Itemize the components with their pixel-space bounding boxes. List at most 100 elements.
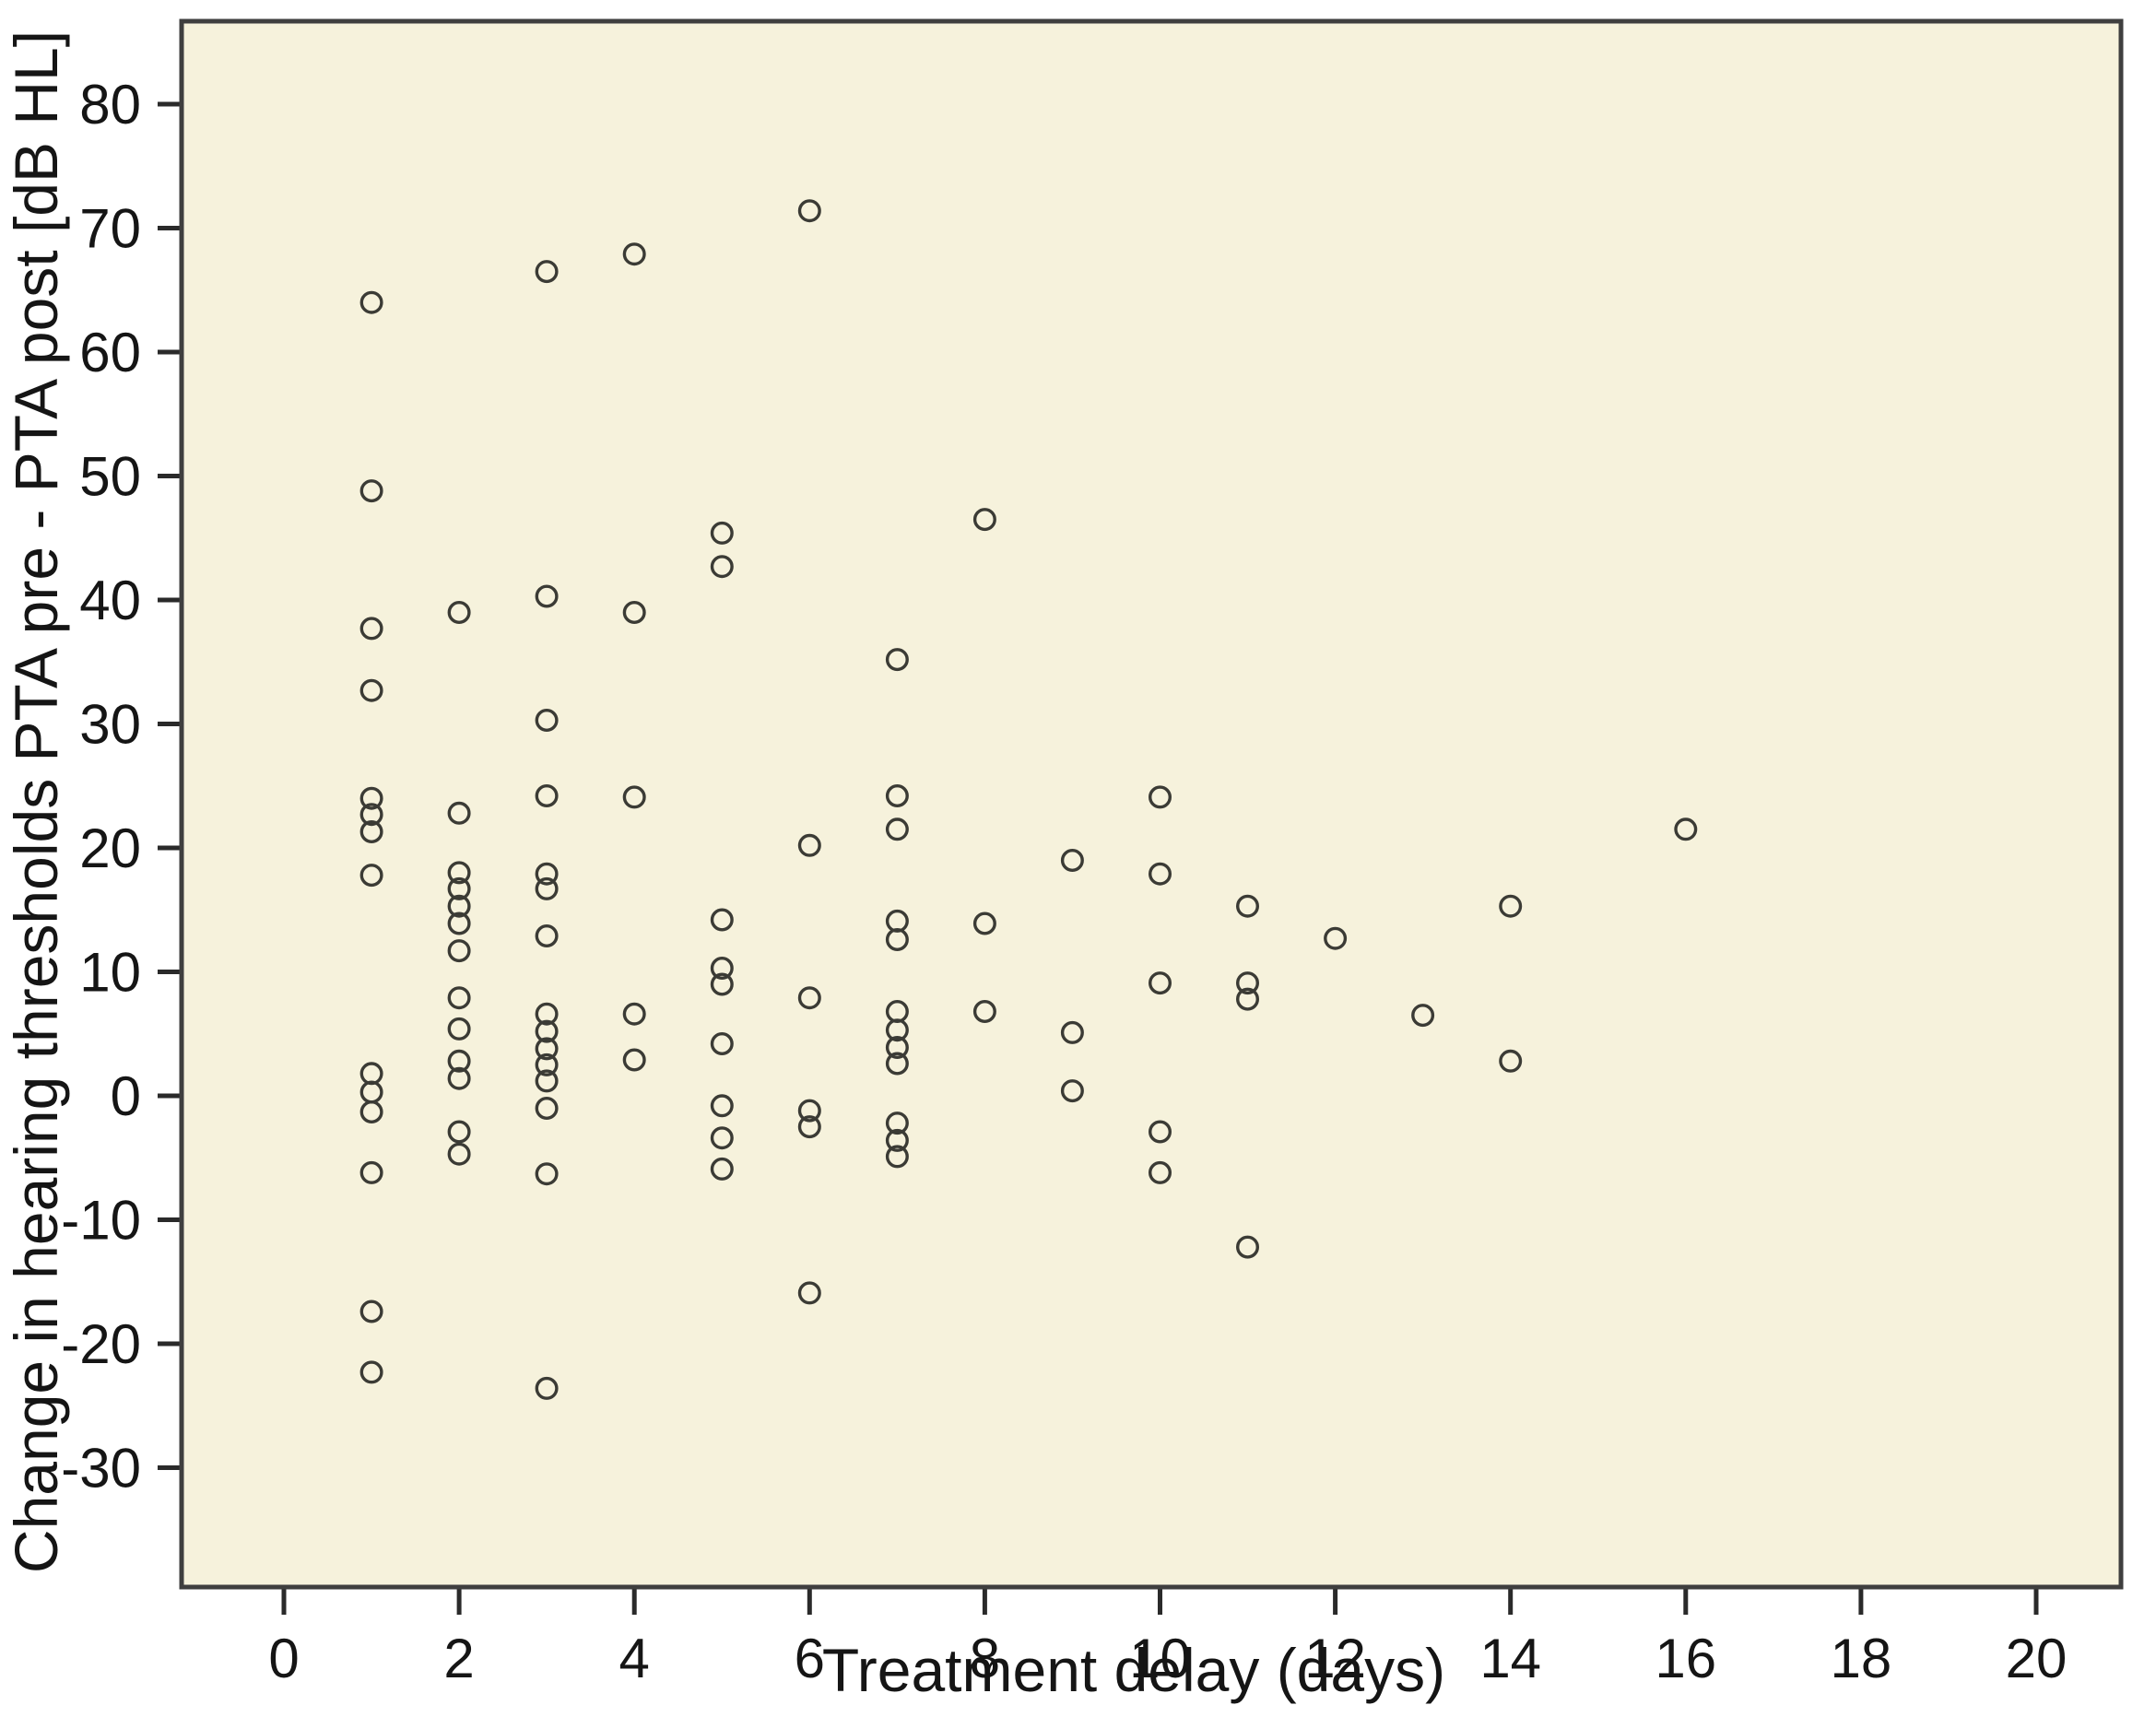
data-point	[535, 1069, 559, 1093]
y-axis-title: Change in hearing thresholds PTA pre - P…	[2, 30, 70, 1573]
x-tick-label: 12	[1304, 1628, 1366, 1689]
x-tick-label: 20	[2006, 1628, 2068, 1689]
data-point	[710, 1094, 734, 1118]
y-tick-label: -20	[61, 1313, 141, 1375]
data-point	[797, 1099, 821, 1123]
data-point	[359, 479, 383, 503]
x-tick-label: 10	[1129, 1628, 1191, 1689]
data-point	[1148, 785, 1172, 809]
data-point	[885, 1111, 909, 1135]
data-point	[447, 801, 471, 825]
data-point	[797, 833, 821, 857]
data-point	[359, 1300, 383, 1323]
data-point	[359, 1160, 383, 1184]
data-point	[1235, 971, 1259, 995]
data-point	[972, 999, 996, 1023]
x-axis-ticks: 0 2 4 6 8 10 12 14 16 18 20	[268, 1587, 2067, 1689]
y-tick-label: 50	[79, 446, 141, 508]
data-point	[885, 928, 909, 952]
x-tick-label: 6	[795, 1628, 825, 1689]
data-point	[710, 1157, 734, 1181]
data-point	[885, 1035, 909, 1059]
data-point	[359, 864, 383, 888]
data-point	[447, 1120, 471, 1144]
data-point	[447, 601, 471, 625]
data-point	[710, 555, 734, 579]
y-axis-ticks: 80 70 60 50 40 30 20 10 0 -10 -20 -30	[61, 74, 182, 1499]
data-point	[1411, 1004, 1435, 1028]
x-tick-label: 0	[268, 1628, 299, 1689]
data-point	[359, 803, 383, 827]
data-point	[1499, 1049, 1523, 1073]
x-tick-label: 2	[443, 1628, 474, 1689]
data-point	[1235, 987, 1259, 1011]
data-points	[359, 199, 1698, 1400]
data-point	[535, 876, 559, 900]
data-point	[535, 1053, 559, 1076]
y-tick-label: 10	[79, 942, 141, 1004]
data-point	[359, 617, 383, 641]
data-point	[622, 601, 646, 625]
data-point	[359, 290, 383, 314]
data-point	[710, 521, 734, 545]
data-point	[885, 648, 909, 672]
data-point	[1148, 1160, 1172, 1184]
data-point	[797, 986, 821, 1010]
data-point	[535, 1037, 559, 1061]
data-point	[359, 786, 383, 810]
y-tick-label: 20	[79, 817, 141, 879]
data-point	[972, 911, 996, 935]
data-point	[447, 1066, 471, 1090]
data-point	[447, 1049, 471, 1073]
data-point	[535, 1002, 559, 1026]
data-point	[885, 1128, 909, 1152]
y-tick-label: 30	[79, 694, 141, 756]
data-point	[1148, 971, 1172, 995]
data-point	[1060, 1020, 1084, 1044]
data-point	[972, 508, 996, 532]
data-point	[710, 956, 734, 980]
data-point	[710, 972, 734, 996]
data-point	[447, 1142, 471, 1166]
data-point	[1235, 1235, 1259, 1259]
data-point	[1674, 817, 1698, 841]
data-point	[535, 1096, 559, 1120]
data-point	[359, 678, 383, 702]
data-point	[797, 199, 821, 223]
data-point	[797, 1115, 821, 1139]
data-point	[535, 924, 559, 948]
data-point	[710, 908, 734, 932]
y-tick-label: 0	[111, 1065, 141, 1127]
x-tick-label: 8	[970, 1628, 1000, 1689]
data-point	[710, 1126, 734, 1150]
data-point	[535, 1019, 559, 1043]
data-point	[885, 1145, 909, 1169]
y-tick-label: 40	[79, 570, 141, 631]
data-point	[447, 1017, 471, 1041]
data-point	[359, 1100, 383, 1123]
data-point	[1324, 926, 1348, 950]
data-point	[447, 894, 471, 918]
x-tick-label: 4	[619, 1628, 650, 1689]
data-point	[535, 1162, 559, 1186]
y-tick-label: -30	[61, 1438, 141, 1499]
data-point	[359, 820, 383, 844]
data-point	[1148, 1120, 1172, 1144]
data-point	[447, 861, 471, 885]
data-point	[885, 1052, 909, 1076]
data-point	[1060, 849, 1084, 873]
data-point	[535, 1376, 559, 1400]
plot-frame	[179, 18, 2124, 1590]
data-point	[447, 986, 471, 1010]
x-tick-label: 16	[1655, 1628, 1716, 1689]
data-point	[1060, 1079, 1084, 1103]
data-point	[535, 862, 559, 886]
data-point	[535, 260, 559, 284]
y-tick-label: -10	[61, 1190, 141, 1252]
data-point	[535, 584, 559, 608]
y-tick-label: 80	[79, 74, 141, 135]
data-point	[622, 1048, 646, 1072]
data-point	[447, 911, 471, 935]
